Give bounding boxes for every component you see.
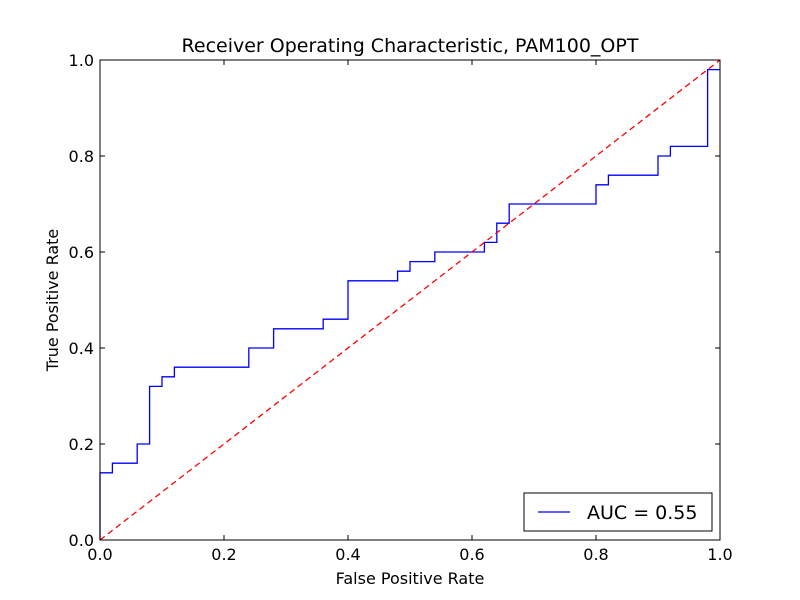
axes-frame [99,59,721,541]
roc-curve-line [99,68,720,540]
y-tick-label: 0.8 [69,147,94,166]
x-tick-label: 0.6 [459,545,484,564]
x-tick-label: 1.0 [707,545,732,564]
y-tick-label: 0.2 [69,435,94,454]
x-tick-label: 0.2 [211,545,236,564]
x-tick-label: 0.8 [583,545,608,564]
x-tick-label: 0.0 [87,545,112,564]
y-tick-label: 0.6 [69,243,94,262]
x-axis-label: False Positive Rate [336,569,485,588]
y-tick-label: 1.0 [69,51,94,70]
y-tick-label: 0.0 [69,531,94,550]
legend: AUC = 0.55 [523,492,713,532]
chart-title: Receiver Operating Characteristic, PAM10… [182,35,639,57]
plot-area: 0.0 0.2 0.4 0.6 0.8 1.0 0.0 0.2 0.4 0.6 0.8 1.0 [69,51,733,564]
y-tick-label: 0.4 [69,339,94,358]
chance-diagonal-line [99,59,721,541]
y-axis-label: True Positive Rate [43,229,62,373]
legend-label: AUC = 0.55 [587,502,697,524]
x-tick-label: 0.4 [335,545,360,564]
